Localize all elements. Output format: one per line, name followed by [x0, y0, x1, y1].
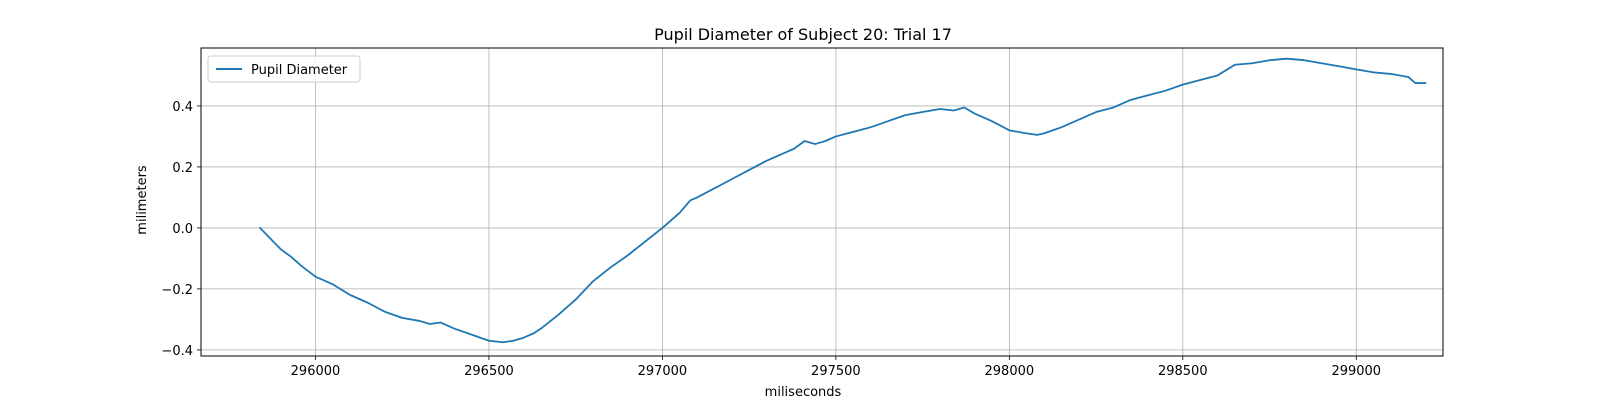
x-tick-label: 296000: [291, 364, 341, 379]
chart-title: Pupil Diameter of Subject 20: Trial 17: [654, 25, 952, 44]
series-line: [259, 57, 1427, 344]
x-tick-label: 297500: [811, 364, 861, 379]
axis-ticks: 296000 296500 297000 297500 298000 298500 2990…: [161, 100, 1381, 379]
y-tick-label: −0.2: [161, 283, 193, 298]
y-axis-title: milimeters: [135, 165, 150, 235]
x-tick-label: 299000: [1331, 364, 1381, 379]
y-tick-label: −0.4: [161, 344, 193, 359]
x-tick-label: 298500: [1158, 364, 1208, 379]
legend-box: [207, 55, 361, 83]
plot-lines: [259, 57, 1427, 344]
legend: Pupil Diameter: [207, 55, 361, 83]
y-tick-label: 0.0: [172, 222, 193, 237]
legend-label: Pupil Diameter: [251, 63, 348, 78]
x-tick-label: 297000: [638, 364, 688, 379]
plot-frame: [200, 47, 1444, 357]
x-tick-label: 298000: [985, 364, 1035, 379]
x-tick-label: 296500: [464, 364, 514, 379]
grid: [201, 48, 1443, 356]
y-tick-label: 0.2: [172, 161, 193, 176]
y-tick-label: 0.4: [172, 100, 193, 115]
x-axis-title: miliseconds: [765, 385, 842, 400]
